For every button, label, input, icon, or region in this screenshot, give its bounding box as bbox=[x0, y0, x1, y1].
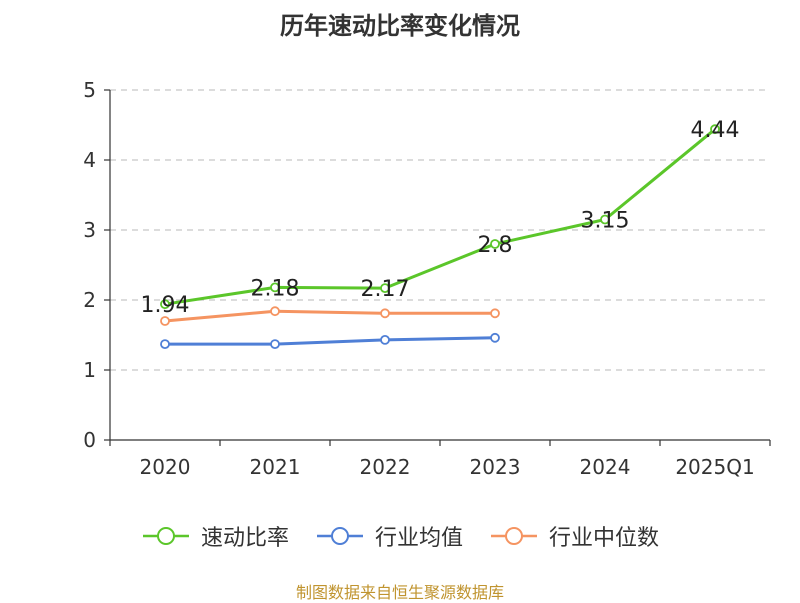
x-tick-label: 2025Q1 bbox=[675, 455, 754, 479]
legend-label-0: 速动比率 bbox=[200, 526, 289, 551]
data-point-0 bbox=[600, 214, 610, 225]
data-label: 2.17 bbox=[361, 277, 410, 302]
data-point-0 bbox=[160, 299, 170, 310]
y-tick-label: 1 bbox=[83, 358, 96, 382]
source-note: 制图数据来自恒生聚源数据库 bbox=[295, 583, 504, 602]
x-tick-label: 2022 bbox=[360, 455, 411, 479]
legend-swatch-2-icon bbox=[491, 527, 537, 545]
x-tick-label: 2023 bbox=[470, 455, 521, 479]
data-point-1 bbox=[380, 334, 390, 345]
series-line-2 bbox=[164, 309, 495, 323]
grid-layer bbox=[110, 89, 770, 371]
legend-item-series-0[interactable]: 速动比率 bbox=[141, 520, 289, 552]
x-tick-label: 2020 bbox=[140, 455, 191, 479]
x-tick-label: 2021 bbox=[250, 455, 301, 479]
series-line-0 bbox=[164, 128, 716, 306]
legend-swatch-1-icon bbox=[316, 527, 363, 545]
legend-item-series-2[interactable]: 行业中位数 bbox=[489, 520, 659, 552]
data-point-2 bbox=[160, 316, 170, 326]
data-point-1 bbox=[160, 339, 170, 350]
data-point-0 bbox=[710, 124, 720, 135]
legend: 速动比率 行业均值 行业中位数 bbox=[0, 520, 800, 552]
data-label-layer: 1.94 2.18 2.17 2.8 3.15 4.44 bbox=[141, 118, 740, 318]
data-label: 2.18 bbox=[251, 276, 300, 301]
legend-marker-1 bbox=[330, 527, 349, 545]
data-label: 1.94 bbox=[141, 293, 190, 318]
data-point-0 bbox=[490, 239, 500, 249]
data-point-1 bbox=[270, 339, 280, 350]
y-tick-label: 2 bbox=[83, 288, 96, 312]
chart-title: 历年速动比率变化情况 bbox=[280, 12, 520, 40]
data-point-1 bbox=[490, 332, 500, 343]
legend-swatch-0-icon bbox=[142, 527, 189, 545]
data-point-2 bbox=[490, 308, 500, 319]
data-label: 4.44 bbox=[691, 118, 740, 143]
y-tick-label: 0 bbox=[83, 428, 96, 452]
legend-marker-2 bbox=[505, 527, 523, 545]
y-tick-label: 3 bbox=[83, 218, 96, 242]
legend-item-series-1[interactable]: 行业均值 bbox=[315, 520, 463, 552]
y-tick-label: 4 bbox=[83, 148, 96, 172]
series-line-1 bbox=[165, 336, 496, 346]
axis-layer: 0 1 2 3 4 5 2020 2021 2022 2023 2024 2025Q1 bbox=[83, 78, 771, 479]
data-label: 3.15 bbox=[581, 209, 630, 234]
series-layer bbox=[160, 124, 720, 350]
y-tick-label: 5 bbox=[83, 78, 96, 102]
x-tick-label: 2024 bbox=[580, 455, 631, 479]
data-point-0 bbox=[270, 282, 280, 293]
legend-marker-0 bbox=[156, 527, 175, 545]
data-label: 2.8 bbox=[478, 233, 513, 258]
legend-label-2: 行业中位数 bbox=[549, 526, 660, 551]
data-point-2 bbox=[380, 308, 390, 319]
data-point-2 bbox=[270, 306, 280, 317]
legend-label-1: 行业均值 bbox=[374, 526, 463, 551]
data-point-0 bbox=[380, 283, 390, 294]
